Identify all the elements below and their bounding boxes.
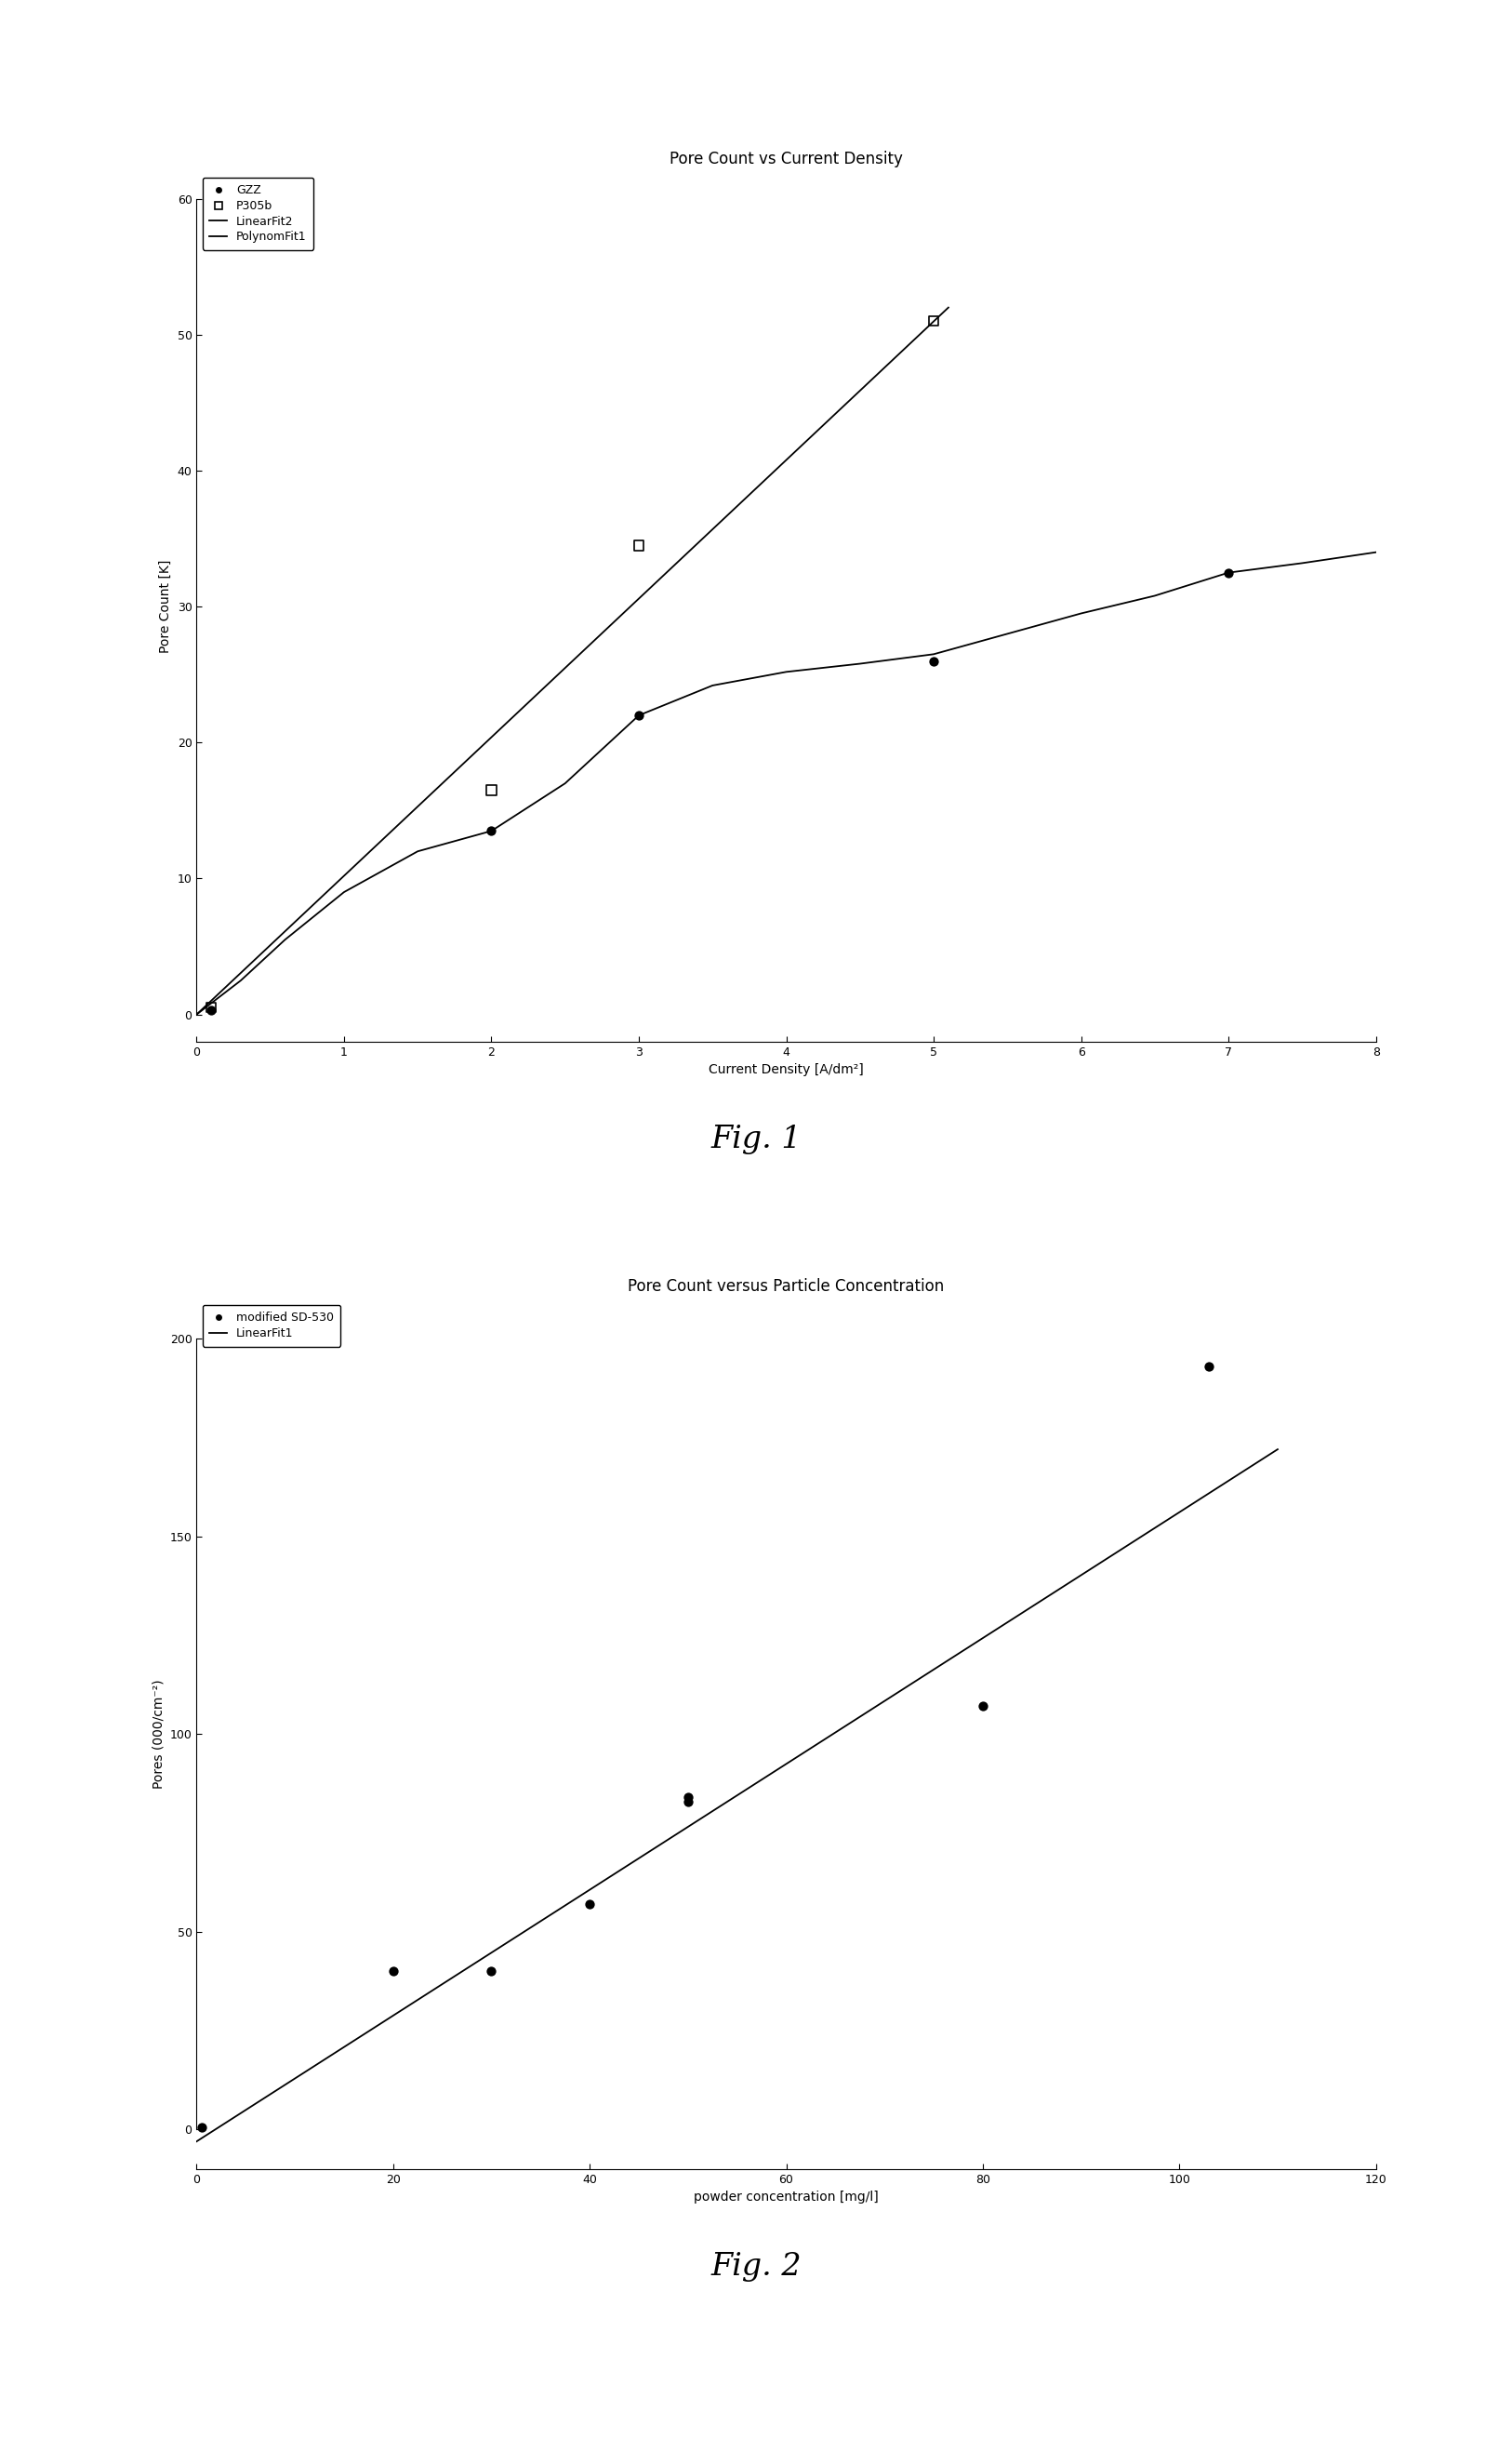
Legend: GZZ, P305b, LinearFit2, PolynomFit1: GZZ, P305b, LinearFit2, PolynomFit1 bbox=[203, 176, 313, 250]
Point bbox=[479, 811, 503, 850]
Point bbox=[971, 1686, 995, 1726]
Text: Fig. 1: Fig. 1 bbox=[711, 1125, 801, 1154]
Point bbox=[922, 301, 947, 341]
Y-axis label: Pore Count [K]: Pore Count [K] bbox=[159, 559, 172, 654]
Point bbox=[200, 990, 224, 1029]
Title: Pore Count vs Current Density: Pore Count vs Current Density bbox=[670, 152, 903, 167]
Point bbox=[381, 1951, 405, 1990]
Title: Pore Count versus Particle Concentration: Pore Count versus Particle Concentration bbox=[627, 1279, 945, 1294]
Point bbox=[1216, 554, 1240, 593]
Point bbox=[200, 988, 224, 1027]
X-axis label: Current Density [A/dm²]: Current Density [A/dm²] bbox=[709, 1064, 863, 1076]
Point bbox=[479, 1951, 503, 1990]
Point bbox=[627, 696, 652, 735]
Point bbox=[627, 527, 652, 566]
Point bbox=[676, 1777, 700, 1816]
X-axis label: powder concentration [mg/l]: powder concentration [mg/l] bbox=[694, 2191, 878, 2203]
Point bbox=[578, 1885, 602, 1924]
Legend: modified SD-530, LinearFit1: modified SD-530, LinearFit1 bbox=[203, 1304, 340, 1346]
Point bbox=[1198, 1346, 1222, 1385]
Y-axis label: Pores (000/cm⁻²): Pores (000/cm⁻²) bbox=[151, 1679, 165, 1789]
Point bbox=[676, 1782, 700, 1821]
Point bbox=[479, 770, 503, 809]
Point bbox=[189, 2108, 213, 2147]
Point bbox=[922, 642, 947, 681]
Text: Fig. 2: Fig. 2 bbox=[711, 2252, 801, 2282]
